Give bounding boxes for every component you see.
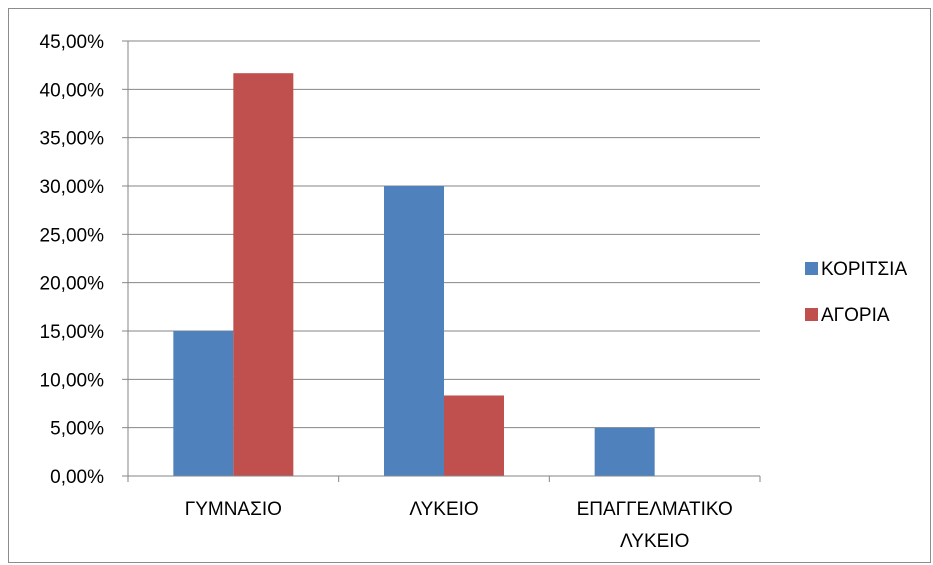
legend: ΚΟΡΙΤΣΙΑ ΑΓΟΡΙΑ	[805, 259, 907, 326]
x-category-label: ΕΠΑΓΓΕΛΜΑΤΙΚΟ	[577, 499, 733, 520]
legend-label: ΑΓΟΡΙΑ	[821, 305, 890, 326]
y-tick-label: 25,00%	[40, 225, 105, 246]
x-category-label: ΛΥΚΕΙΟ	[409, 499, 478, 520]
y-axis-ticks: 0,00% 5,00% 10,00% 15,00% 20,00% 25,00% 30,00%…	[40, 32, 128, 488]
y-tick-label: 35,00%	[40, 129, 105, 150]
legend-swatch-ΚΟΡΙΤΣΙΑ	[805, 262, 818, 275]
axes	[127, 41, 761, 482]
x-category-label: ΛΥΚΕΙΟ	[620, 531, 689, 552]
bar-ΚΟΡΙΤΣΙΑ-1	[384, 186, 444, 476]
legend-swatch-ΑΓΟΡΙΑ	[805, 308, 818, 321]
x-axis-labels: ΓΥΜΝΑΣΙΟ ΛΥΚΕΙΟ ΕΠΑΓΓΕΛΜΑΤΙΚΟ ΛΥΚΕΙΟ	[185, 499, 733, 552]
y-tick-label: 20,00%	[40, 274, 105, 295]
bar-ΚΟΡΙΤΣΙΑ-0	[173, 331, 234, 476]
bar-ΚΟΡΙΤΣΙΑ-2	[594, 427, 655, 476]
bars	[173, 73, 655, 476]
y-tick-label: 45,00%	[40, 32, 105, 53]
y-tick-label: 10,00%	[40, 370, 105, 391]
x-category-label: ΓΥΜΝΑΣΙΟ	[185, 499, 282, 520]
bar-ΑΓΟΡΙΑ-0	[233, 73, 294, 476]
legend-label: ΚΟΡΙΤΣΙΑ	[821, 259, 907, 280]
bar-ΑΓΟΡΙΑ-1	[444, 395, 504, 476]
y-tick-label: 15,00%	[40, 322, 105, 343]
y-tick-label: 40,00%	[40, 80, 105, 101]
y-tick-label: 5,00%	[50, 419, 104, 440]
y-tick-label: 30,00%	[40, 177, 105, 198]
y-tick-label: 0,00%	[50, 467, 104, 488]
